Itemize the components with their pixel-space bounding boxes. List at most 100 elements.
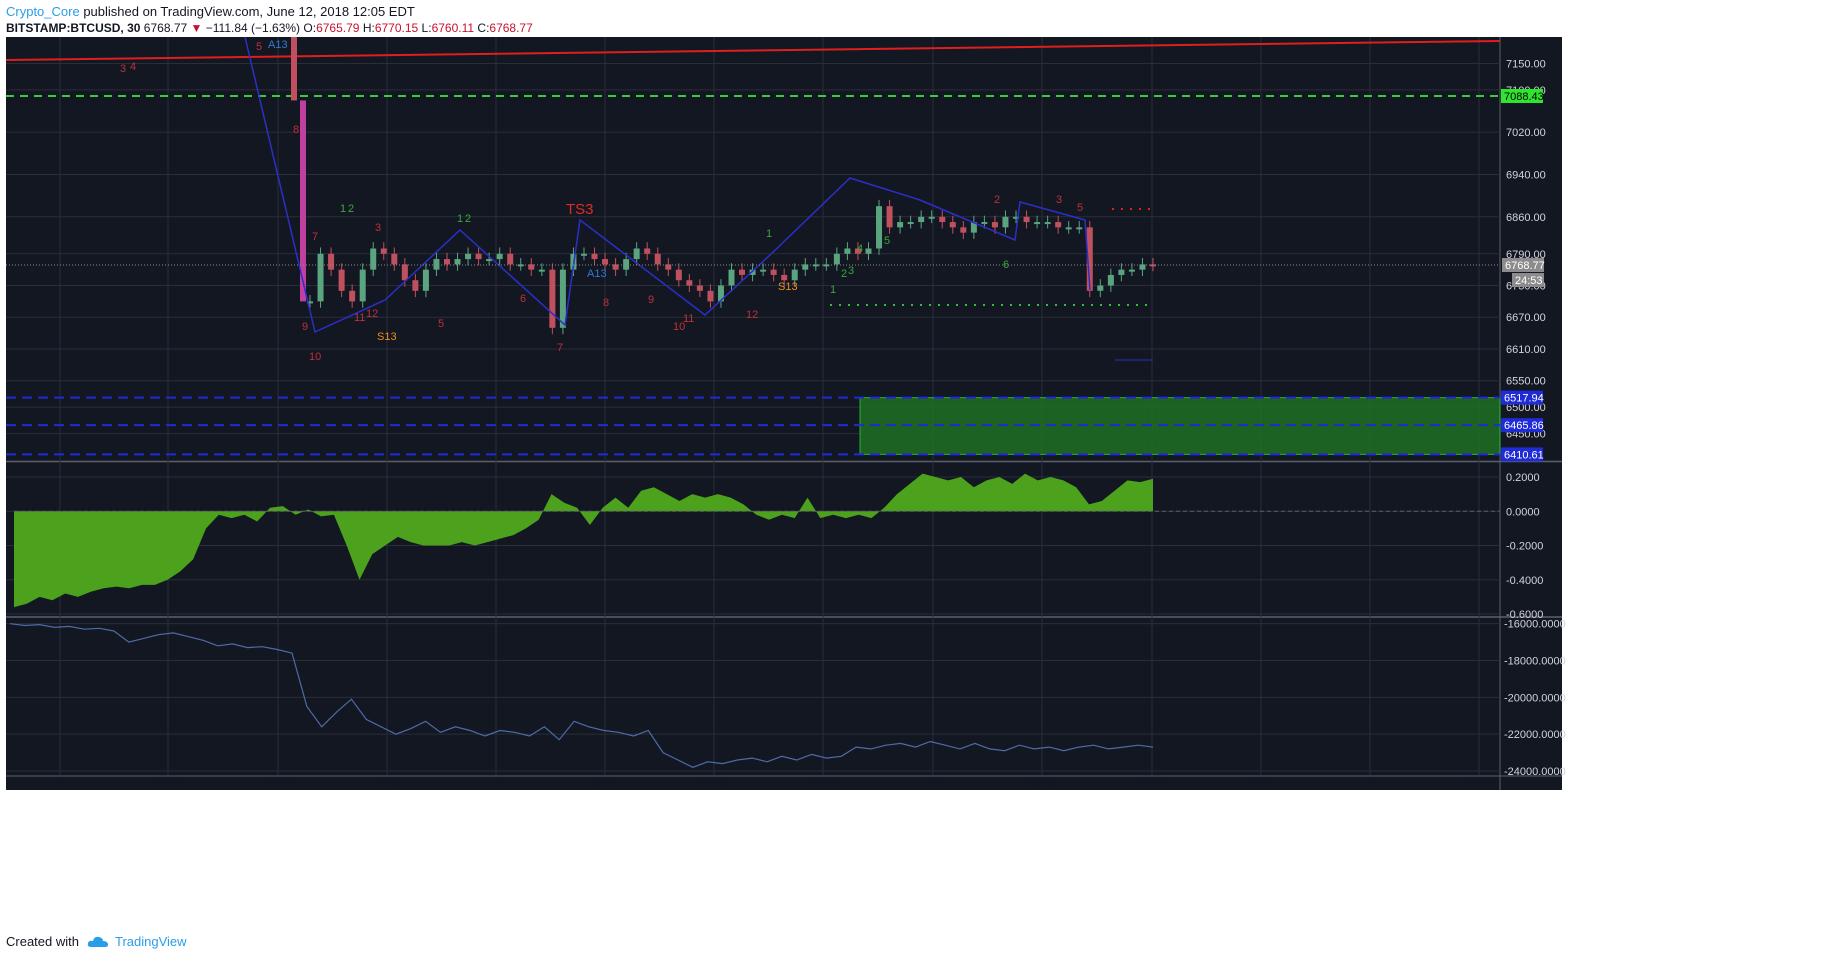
close-label: C: (477, 21, 490, 35)
candle-down (665, 264, 672, 270)
candle-up (907, 222, 914, 225)
candle-down (291, 37, 297, 101)
candle-down (654, 253, 661, 265)
ts3-label: TS3 (566, 201, 594, 218)
td-count-label: 8 (603, 297, 609, 309)
candle-down (412, 280, 419, 291)
low-label: L: (421, 21, 432, 35)
candle-down (886, 206, 893, 228)
candle-up (370, 248, 377, 270)
oscillator-tick-label: 0.0000 (1506, 506, 1540, 518)
cumulative-tick-label: -20000.0000 (1504, 692, 1566, 704)
candle-up (717, 285, 724, 302)
td-count-label: 1 (766, 228, 772, 240)
candle-down (380, 248, 387, 254)
candle-down (939, 216, 946, 223)
time-tick-label: 06:00 (1028, 779, 1056, 791)
price-tick-label: 6790.00 (1506, 249, 1546, 261)
candle-up (1002, 216, 1009, 228)
candle-up (1139, 264, 1146, 270)
blue-level-value: 6517.94 (1504, 393, 1544, 405)
price-tick-label: 6550.00 (1506, 376, 1546, 388)
candle-up (844, 248, 851, 254)
time-tick-label: 12:00 (1138, 779, 1166, 791)
candle-up (1097, 285, 1104, 291)
candle-up (823, 264, 830, 267)
candle-up (728, 269, 735, 286)
td-count-label: 12 (746, 309, 758, 321)
a13-label: A13 (587, 268, 607, 280)
td-count-label: 9 (648, 294, 654, 306)
a13-label: A13 (268, 39, 288, 51)
high-value: 6770.15 (374, 21, 419, 35)
td-count-label: 5 (438, 318, 444, 330)
blue-level-tag (1501, 418, 1543, 433)
td-count-label: 9 (302, 321, 308, 333)
cumulative-tick-label: -18000.0000 (1504, 656, 1566, 668)
tradingview-brand-link[interactable]: TradingView (114, 934, 187, 949)
blue-level-tag (1501, 447, 1543, 462)
candle-up (1034, 222, 1041, 225)
td-count-label: 3 (120, 63, 126, 75)
green-level-value: 7088.43 (1504, 91, 1544, 103)
candle-down (1055, 222, 1062, 228)
candle-up (970, 222, 977, 233)
td-count-label: 5 (256, 41, 262, 53)
candle-up (486, 259, 493, 262)
oscillator-tick-label: 0.2000 (1506, 472, 1540, 484)
created-with-text: Created with (6, 934, 79, 949)
time-tick-label: 12 (927, 779, 939, 791)
price-change: −111.84 (−1.63%) (205, 21, 301, 35)
candle-up (317, 253, 324, 302)
candle-up (580, 253, 587, 256)
candle-up (833, 253, 840, 265)
candle-down (549, 269, 556, 328)
tradingview-cloud-icon (87, 936, 108, 947)
candle-up (433, 259, 440, 270)
td-count-label: 2 (465, 213, 471, 225)
candle-down (443, 259, 450, 265)
candle-down (696, 285, 703, 291)
td-count-label: 1 (830, 284, 836, 296)
candle-down (949, 222, 956, 228)
oscillator-area (14, 473, 1153, 608)
candle-down (854, 248, 861, 254)
candle-down (507, 253, 514, 265)
candle-down (391, 253, 398, 265)
candle-up (760, 269, 767, 272)
candle-down (960, 227, 967, 233)
candle-down (686, 280, 693, 286)
candle-down (644, 248, 651, 254)
candle-up (897, 222, 904, 228)
candle-up (559, 269, 566, 328)
td-count-label: 7 (312, 231, 318, 243)
td-count-label: 12 (366, 308, 378, 320)
time-tick-label: 06:00 (1465, 779, 1493, 791)
candle-up (517, 264, 524, 267)
candle-down (1086, 227, 1093, 291)
time-tick-label: 11 (490, 779, 502, 791)
candle-up (802, 264, 809, 270)
candle-down (707, 290, 714, 302)
candle-down (739, 269, 746, 275)
candle-up (876, 206, 883, 249)
publication-header: Crypto_Core published on TradingView.com… (6, 4, 415, 19)
candle-up (623, 259, 630, 270)
author-link[interactable]: Crypto_Core (6, 4, 80, 19)
time-tick-label: 18:00 (373, 779, 401, 791)
candle-up (1044, 222, 1051, 225)
candle-up (865, 248, 872, 254)
td-count-label: 7 (557, 342, 563, 354)
candle-down (781, 274, 788, 281)
cumulative-tick-label: -16000.0000 (1504, 619, 1566, 631)
time-tick-label: 18:00 (1247, 779, 1275, 791)
candle-down (991, 222, 998, 228)
symbol-label: BITSTAMP:BTCUSD, 30 (6, 21, 141, 35)
candle-up (1118, 269, 1125, 275)
candle-down (675, 269, 682, 281)
candle-down (612, 264, 619, 270)
candle-down (591, 253, 598, 260)
candle-down (338, 269, 345, 291)
cumulative-line (9, 623, 1154, 768)
